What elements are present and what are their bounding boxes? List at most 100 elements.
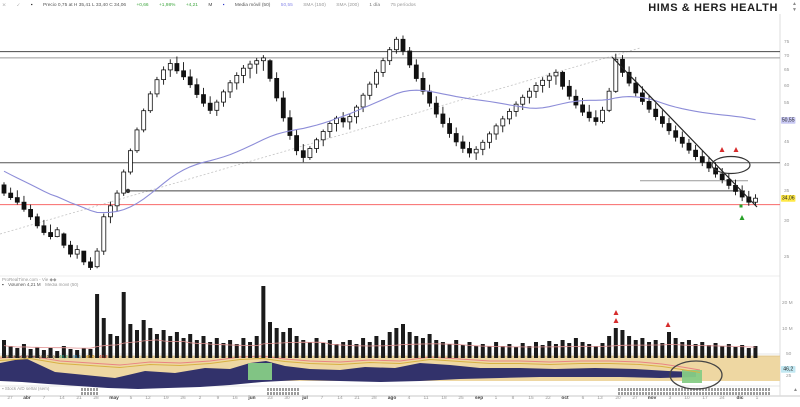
candlestick-series: [1, 35, 758, 270]
date-tick: 4: [407, 395, 411, 401]
price-tick: 70: [784, 54, 790, 59]
date-tick: 22: [545, 395, 551, 401]
date-tick-month: may: [109, 395, 119, 401]
price-tick: 55: [784, 101, 790, 106]
date-tick: 26: [180, 395, 186, 401]
date-tick: 18: [441, 395, 447, 401]
date-tick: 7: [320, 395, 324, 401]
volume-legend-token: ▪: [2, 283, 4, 288]
toolbar-token: M: [208, 2, 213, 8]
indicator-tick: 50: [786, 352, 792, 357]
date-tick: 30: [284, 395, 290, 401]
indicator-tick: 25: [786, 374, 792, 379]
toolbar-token: SMA (200): [336, 2, 359, 8]
date-tick: 21: [76, 395, 82, 401]
volume-signal-arrows: [613, 310, 671, 327]
indicator-annotation-ellipse[interactable]: [669, 360, 723, 390]
volume-series: [2, 286, 758, 358]
volume-tick: 20 M: [782, 301, 793, 306]
ma-value-tag: 50,55: [781, 117, 796, 124]
indicator-legend-token: 44,0: [85, 355, 95, 360]
date-tick: 7: [42, 395, 46, 401]
price-tick: 65: [784, 68, 790, 73]
date-tick: 17: [702, 395, 708, 401]
indicator-legend-token: 45,1: [72, 355, 82, 360]
volume-tick: 10 M: [782, 327, 793, 332]
indicator-legend-token: 43,2: [98, 355, 108, 360]
toolbar-token: ▪: [222, 2, 225, 8]
indicator-value-tag: 46,2: [781, 366, 796, 373]
toolbar-token: ✕: [2, 3, 7, 8]
signal-blocks: [80, 388, 770, 395]
sell-signal-arrows: [719, 147, 739, 152]
date-tick: 23: [267, 395, 273, 401]
signal-row-label: ▪ Stock A/D señal (sem): [2, 387, 50, 392]
date-tick: 9: [216, 395, 220, 401]
date-tick: 28: [93, 395, 99, 401]
indicator-area: [0, 355, 780, 389]
date-tick: 19: [163, 395, 169, 401]
last-price-tag: 34,06: [781, 195, 796, 202]
toolbar-token: SMA (150): [303, 2, 326, 8]
volume-legend-token: Volumen 4,21 M: [8, 283, 41, 288]
date-tick: 14: [337, 395, 343, 401]
date-tick: 27: [7, 395, 13, 401]
date-tick: 12: [145, 395, 151, 401]
price-tick: 25: [784, 255, 790, 260]
toolbar-token: 75 períodos: [390, 2, 416, 8]
toolbar-token: +1,98%: [159, 2, 176, 8]
scroll-down-icon[interactable]: ▼: [792, 7, 797, 13]
watermark: ProRealTime.com - Vie ◆◆: [2, 277, 57, 283]
date-tick: 13: [597, 395, 603, 401]
indicator-legend-token: 48,2: [59, 355, 68, 360]
date-tick: 3: [668, 395, 672, 401]
date-tick: 11: [423, 395, 429, 401]
date-tick: 14: [59, 395, 65, 401]
toolbar-token: ✓: [16, 3, 21, 8]
ma-line: [3, 89, 756, 214]
price-tick: 45: [784, 140, 790, 145]
price-tick: 35: [784, 189, 790, 194]
date-tick: 1: [755, 395, 759, 401]
volume-legend-token: Media móvil (50): [45, 283, 79, 288]
date-tick-month: ago: [387, 395, 397, 401]
date-tick: 20: [615, 395, 621, 401]
date-tick-month: dic: [736, 395, 744, 401]
scroll-up-icon[interactable]: ▲: [792, 1, 797, 7]
price-tick: 30: [784, 219, 790, 224]
toolbar-token: +4,21: [185, 2, 198, 8]
trendline-down[interactable]: [611, 56, 758, 208]
indicator-legend-token: ▪ Stock Acum/Dist (46,2%): [2, 355, 55, 360]
price-tick: 75: [784, 40, 790, 45]
date-tick: 8: [511, 395, 515, 401]
toolbar-token: 50,55: [280, 2, 293, 8]
volume-legend: ▪ Volumen 4,21 M Media móvil (50): [2, 283, 83, 288]
toolbar-token: +0,66: [136, 2, 149, 8]
date-tick: 2: [198, 395, 202, 401]
date-tick-month: oct: [561, 395, 569, 401]
date-tick: 1: [494, 395, 498, 401]
instrument-toolbar[interactable]: ✕ ✓ ▪ Precio 0,75 at H 35,41 L 33,40 C 34,0…: [2, 1, 421, 9]
scroll-up2-icon[interactable]: ▲: [793, 387, 798, 393]
date-tick: 21: [354, 395, 360, 401]
date-tick: 5: [129, 395, 133, 401]
buy-signal-markers: [739, 204, 745, 220]
date-tick: 25: [458, 395, 464, 401]
chart-title: HIMS & HERS HEALTH: [648, 2, 778, 14]
toolbar-token: 1 día: [369, 2, 381, 8]
date-tick-month: jul: [302, 395, 308, 401]
date-tick: 28: [371, 395, 377, 401]
date-tick-month: sep: [474, 395, 484, 401]
date-tick: 15: [528, 395, 534, 401]
date-tick: 24: [719, 395, 725, 401]
date-tick-month: abr: [23, 395, 31, 401]
price-tick: 40: [784, 163, 790, 168]
toolbar-token: Precio 0,75 at H 35,41 L 33,40 C 34,06: [42, 2, 127, 8]
toolbar-token: Media móvil (50): [234, 2, 271, 8]
date-tick: 10: [684, 395, 690, 401]
indicator-legend: ▪ Stock Acum/Dist (46,2%) 48,2 45,1 44,0 43,…: [2, 355, 112, 360]
date-tick-month: nov: [647, 395, 657, 401]
date-tick-month: jun: [248, 395, 256, 401]
price-annotation-ellipse[interactable]: [711, 155, 751, 175]
